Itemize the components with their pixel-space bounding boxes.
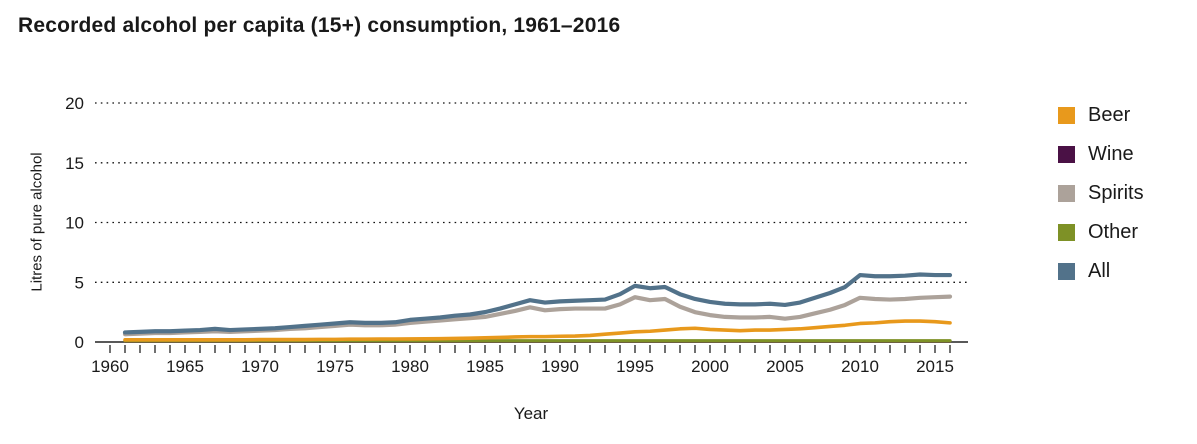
x-axis-labels: 1960 1965 1970 1975 1980 1985 1990 1995 2000 2005… [91,357,954,376]
spirits-color-swatch [1058,184,1075,202]
svg-text:5: 5 [75,273,84,292]
other-color-swatch [1058,223,1075,241]
legend-label-other: Other [1088,221,1139,243]
legend-item-other: Other [1058,220,1144,244]
svg-text:15: 15 [65,154,84,173]
gridlines [95,102,968,283]
svg-text:10: 10 [65,214,84,233]
svg-text:1965: 1965 [166,357,204,376]
legend-item-beer: Beer [1058,103,1144,127]
svg-text:2010: 2010 [841,357,879,376]
svg-text:2000: 2000 [691,357,729,376]
legend-item-all: All [1058,259,1144,283]
svg-text:1995: 1995 [616,357,654,376]
legend-label-beer: Beer [1088,104,1131,126]
svg-text:0: 0 [75,333,84,352]
svg-text:1985: 1985 [466,357,504,376]
x-axis-title: Year [513,404,549,423]
svg-text:2005: 2005 [766,357,804,376]
chart-title: Recorded alcohol per capita (15+) consum… [18,14,621,37]
series-beer-line [123,319,952,342]
series-all-line [122,272,953,335]
chart-legend: Beer Wine Spirits Other All [1058,103,1144,298]
svg-text:2015: 2015 [916,357,954,376]
legend-item-wine: Wine [1058,142,1144,166]
y-axis-labels: 0 5 10 15 20 [65,94,84,352]
svg-text:1980: 1980 [391,357,429,376]
all-color-swatch [1058,262,1075,280]
legend-item-spirits: Spirits [1058,181,1144,205]
svg-text:1960: 1960 [91,357,129,376]
beer-color-swatch [1058,106,1075,124]
svg-text:20: 20 [65,94,84,113]
x-axis-ticks [109,345,951,353]
series-lines [122,272,953,343]
svg-text:1975: 1975 [316,357,354,376]
legend-label-spirits: Spirits [1088,182,1144,204]
wine-color-swatch [1058,145,1075,163]
y-axis-title: Litres of pure alcohol [28,152,46,292]
svg-text:1970: 1970 [241,357,279,376]
legend-label-wine: Wine [1088,143,1134,165]
svg-text:1990: 1990 [541,357,579,376]
legend-label-all: All [1088,260,1111,282]
